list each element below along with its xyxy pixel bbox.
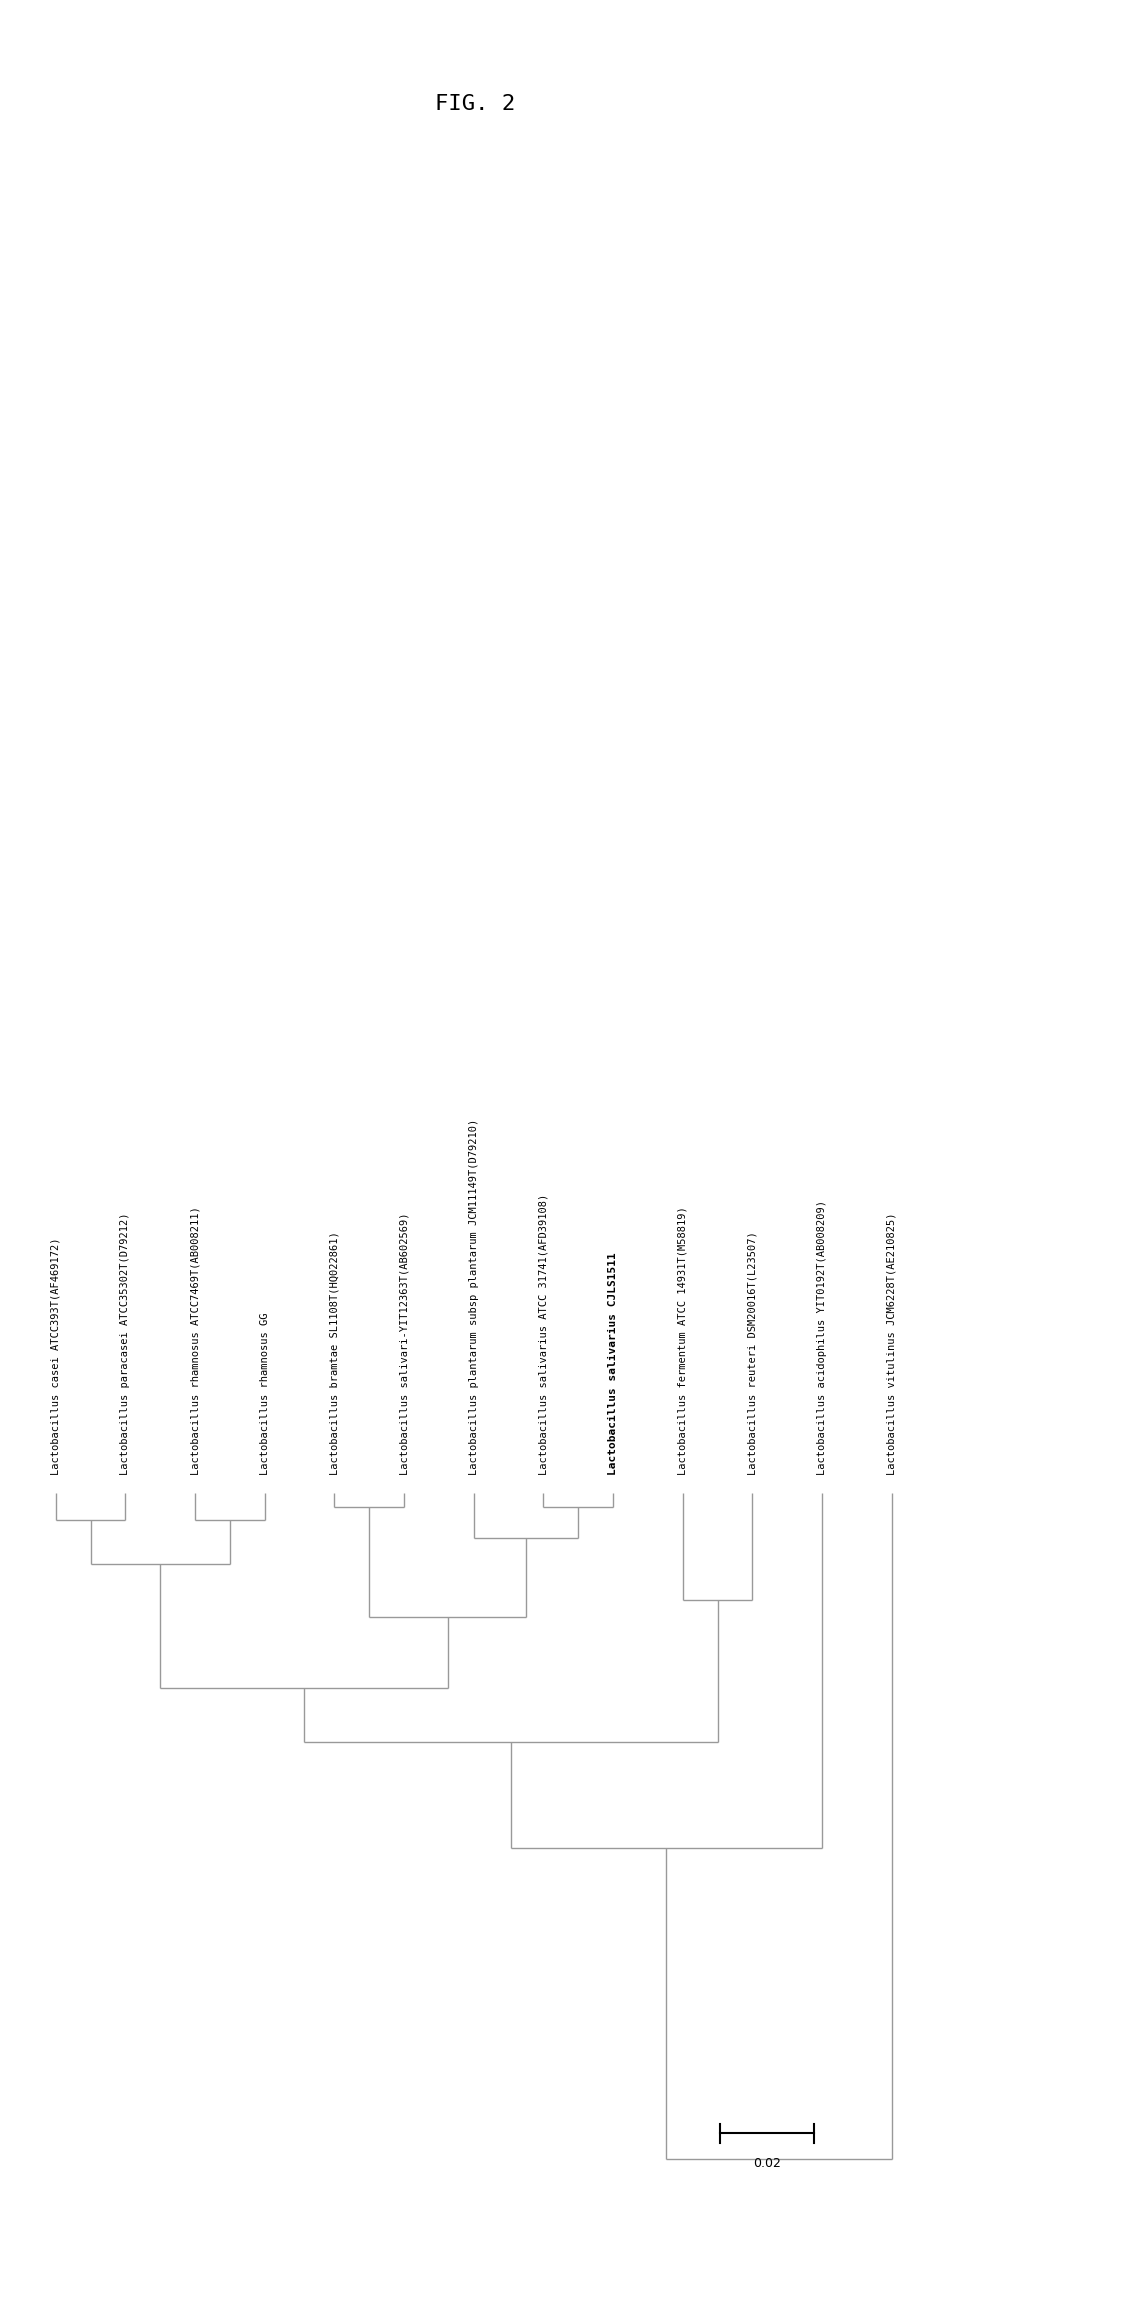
Text: Lactobacillus acidophilus YIT0192T(AB008209): Lactobacillus acidophilus YIT0192T(AB008… [817,1201,827,1475]
Text: Lactobacillus paracasei ATCC35302T(D79212): Lactobacillus paracasei ATCC35302T(D7921… [120,1213,130,1475]
Text: Lactobacillus plantarum subsp plantarum JCM11149T(D79210): Lactobacillus plantarum subsp plantarum … [468,1120,478,1475]
Text: 0.02: 0.02 [753,2157,782,2171]
Text: Lactobacillus salivarius ATCC 31741(AFD39108): Lactobacillus salivarius ATCC 31741(AFD3… [538,1194,549,1475]
Text: Lactobacillus fermentum ATCC 14931T(M58819): Lactobacillus fermentum ATCC 14931T(M588… [677,1206,688,1475]
Text: Lactobacillus casei ATCC393T(AF469172): Lactobacillus casei ATCC393T(AF469172) [51,1238,61,1475]
Text: Lactobacillus rhamnosus ATCC7469T(AB008211): Lactobacillus rhamnosus ATCC7469T(AB0082… [190,1206,200,1475]
Text: Lactobacillus salivarius CJLS1511: Lactobacillus salivarius CJLS1511 [608,1252,618,1475]
Text: Lactobacillus rhamnosus GG: Lactobacillus rhamnosus GG [260,1313,269,1475]
Text: Lactobacillus vitulinus JCM6228T(AE210825): Lactobacillus vitulinus JCM6228T(AE21082… [887,1213,897,1475]
Text: Lactobacillus reuteri DSM20016T(L23507): Lactobacillus reuteri DSM20016T(L23507) [748,1231,758,1475]
Text: Lactobacillus salivari-YIT12363T(AB602569): Lactobacillus salivari-YIT12363T(AB60256… [399,1213,409,1475]
Text: Lactobacillus bramtae SL1108T(HQ022861): Lactobacillus bramtae SL1108T(HQ022861) [329,1231,339,1475]
Text: FIG. 2: FIG. 2 [435,95,515,114]
